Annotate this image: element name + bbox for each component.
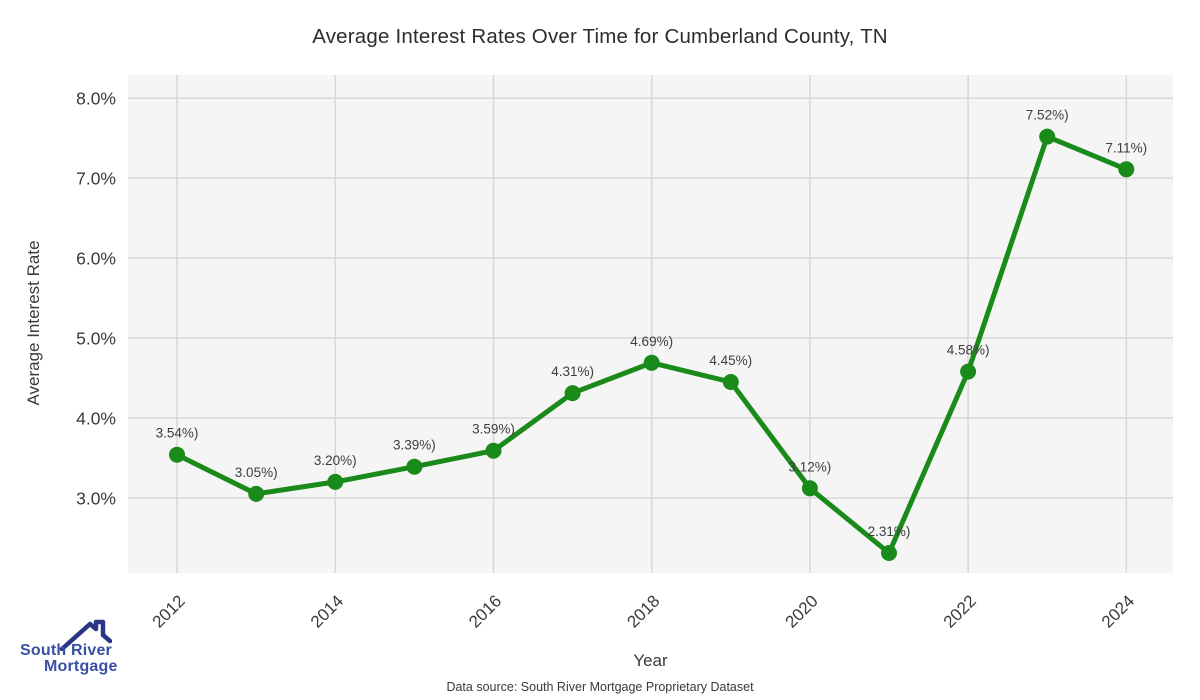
data-point — [801, 480, 818, 497]
data-point — [643, 354, 660, 371]
point-label: 7.11%) — [1105, 140, 1147, 155]
logo-text-line2: Mortgage — [44, 658, 118, 675]
point-label: 4.69%) — [630, 334, 673, 349]
point-label: 3.59%) — [472, 422, 515, 437]
x-tick-label: 2024 — [1098, 591, 1138, 631]
y-tick-label: 5.0% — [76, 329, 116, 349]
data-source-note: Data source: South River Mortgage Propri… — [446, 680, 754, 694]
data-point — [722, 374, 739, 390]
x-tick-label: 2014 — [307, 591, 347, 631]
data-point — [169, 446, 185, 463]
point-label: 3.20%) — [314, 453, 357, 468]
point-label: 3.05%) — [235, 465, 278, 480]
data-point — [248, 485, 265, 502]
data-point — [1118, 161, 1135, 178]
data-point — [960, 363, 977, 380]
point-label: 3.54%) — [156, 426, 199, 441]
logo-text-line1: South River — [20, 642, 112, 659]
x-axis-title: Year — [633, 651, 668, 670]
x-tick-label: 2012 — [149, 591, 189, 631]
point-label: 3.12%) — [789, 459, 832, 474]
y-tick-label: 8.0% — [76, 89, 116, 109]
y-tick-label: 7.0% — [76, 169, 116, 189]
point-label: 4.45%) — [709, 353, 752, 368]
y-axis-title: Average Interest Rate — [24, 240, 43, 406]
south-river-mortgage-logo: South River Mortgage — [18, 608, 128, 675]
x-tick-label: 2016 — [465, 591, 505, 631]
point-label: 3.39%) — [393, 438, 436, 453]
chart-title: Average Interest Rates Over Time for Cum… — [312, 25, 888, 48]
y-tick-label: 6.0% — [76, 249, 116, 269]
y-tick-label: 4.0% — [76, 408, 116, 428]
point-label: 2.31%) — [868, 524, 911, 539]
data-point — [1039, 128, 1056, 145]
point-label: 4.31%) — [551, 364, 594, 379]
x-tick-label: 2022 — [940, 591, 980, 631]
point-label: 4.58%) — [947, 343, 990, 358]
house-roof-icon — [60, 619, 112, 651]
plot-area — [128, 75, 1173, 573]
point-label: 7.52%) — [1026, 108, 1069, 123]
x-tick-label: 2018 — [623, 591, 663, 631]
data-point — [327, 473, 344, 490]
data-point — [485, 442, 502, 459]
data-point — [564, 385, 581, 402]
x-tick-label: 2020 — [782, 591, 822, 631]
data-point — [406, 458, 423, 475]
data-point — [881, 545, 897, 561]
y-tick-label: 3.0% — [76, 488, 116, 508]
